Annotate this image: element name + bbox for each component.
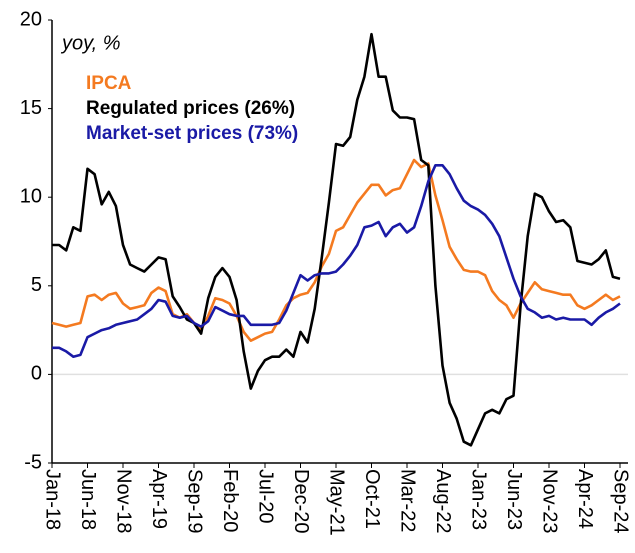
y-tick-label: 5 bbox=[31, 274, 42, 296]
series-line bbox=[51, 158, 621, 342]
x-tick-label: Jan-18 bbox=[42, 469, 64, 530]
x-tick-label: Sep-24 bbox=[610, 469, 632, 534]
x-tick-label: Oct-21 bbox=[361, 469, 383, 529]
y-tick-label: 20 bbox=[20, 8, 42, 30]
x-tick-label: Jun-23 bbox=[503, 469, 525, 530]
x-tick-label: Dec-20 bbox=[290, 469, 312, 533]
y-tick-label: 0 bbox=[31, 363, 42, 385]
y-tick-label: 10 bbox=[20, 185, 42, 207]
x-tick-label: Apr-19 bbox=[148, 469, 170, 529]
series-line bbox=[52, 164, 621, 358]
legend-entry: Regulated prices (26%) bbox=[86, 98, 295, 119]
x-tick-label: Aug-22 bbox=[432, 469, 454, 534]
x-tick-label: Apr-24 bbox=[574, 469, 596, 529]
y-tick-label: -5 bbox=[24, 451, 42, 473]
annotation: yoy, % bbox=[60, 32, 121, 54]
legend-entry: IPCA bbox=[86, 73, 132, 94]
x-tick-label: Nov-18 bbox=[113, 469, 135, 533]
legend-entry: Market-set prices (73%) bbox=[86, 123, 298, 144]
y-tick-label: 15 bbox=[20, 97, 42, 119]
series-line bbox=[52, 32, 621, 447]
x-tick-label: Feb-20 bbox=[219, 469, 241, 532]
x-tick-label: Jan-23 bbox=[468, 469, 490, 530]
x-tick-label: Sep-19 bbox=[184, 469, 206, 534]
x-tick-label: Mar-22 bbox=[397, 469, 419, 532]
x-tick-label: Jul-20 bbox=[255, 469, 277, 523]
x-tick-label: May-21 bbox=[326, 469, 348, 536]
x-tick-label: Nov-23 bbox=[539, 469, 561, 533]
x-tick-label: Jun-18 bbox=[77, 469, 99, 530]
